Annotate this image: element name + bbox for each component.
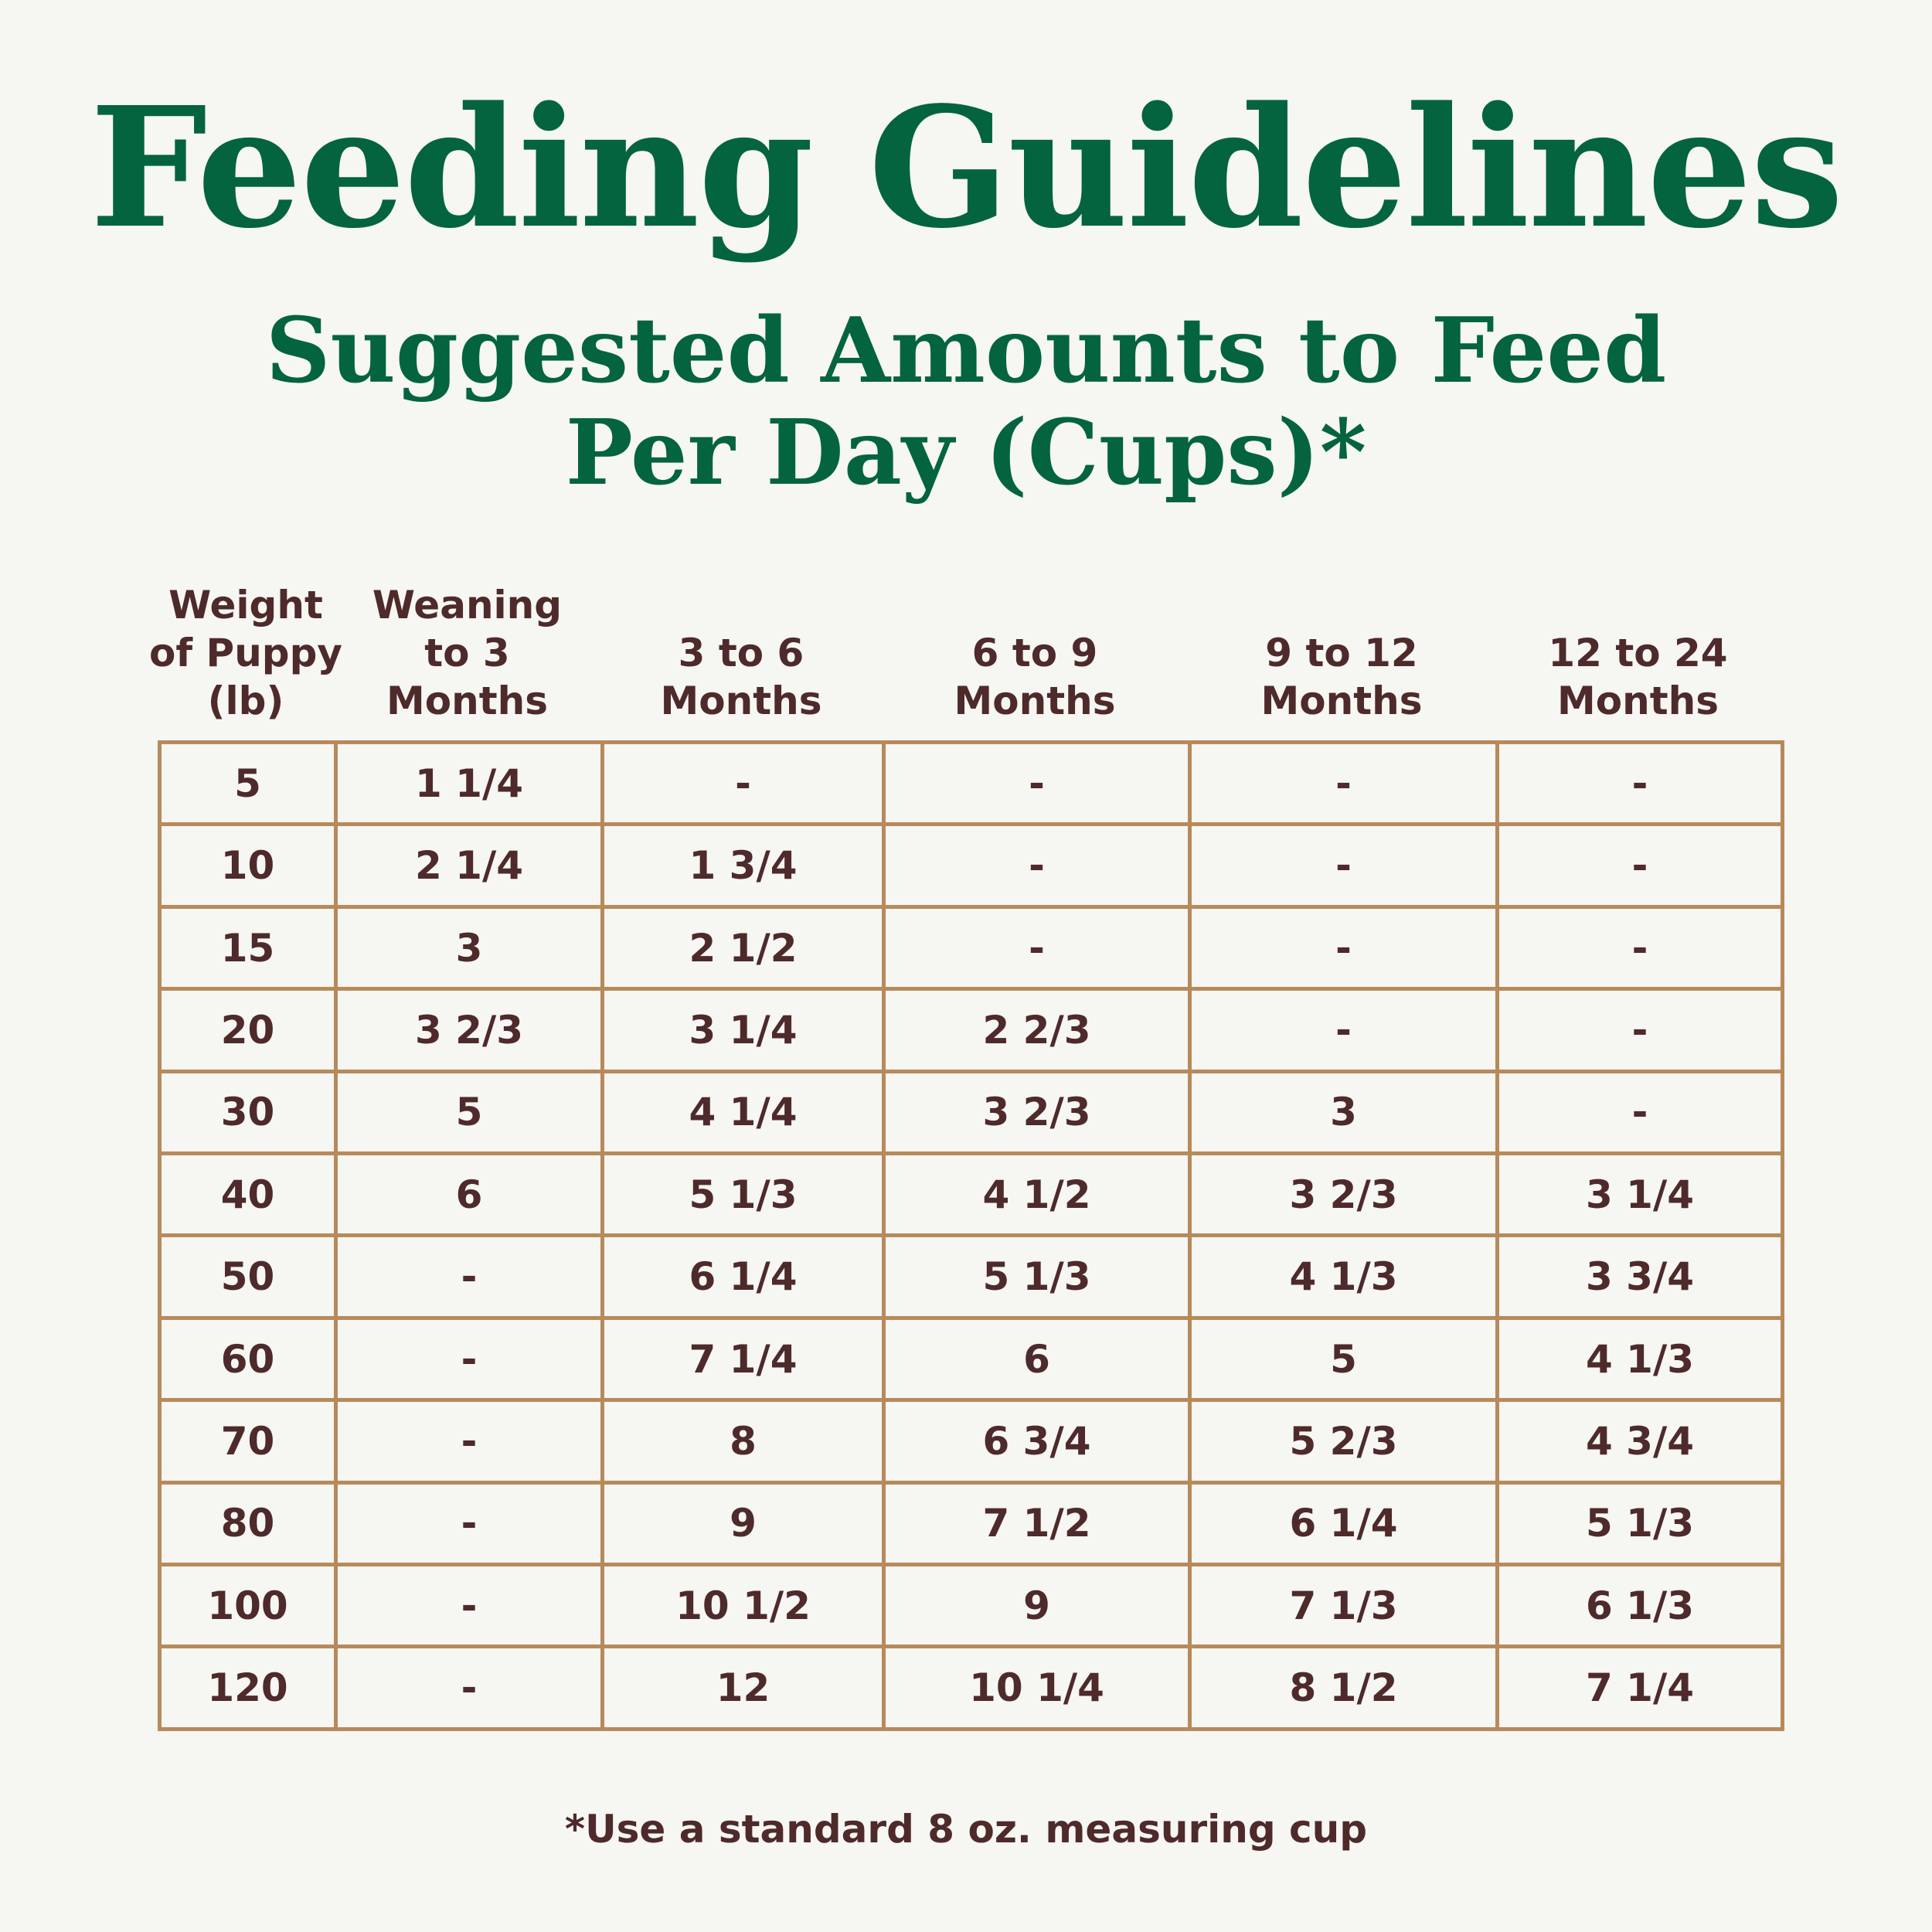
cell-3-to-6-months: 7 1/4	[600, 1315, 886, 1403]
table-row: 80-9 7 1/2 6 1/4 5 1/3	[158, 1480, 1784, 1567]
table-row: 10 2 1/4 1 3/4- - -	[158, 822, 1784, 909]
cell-3-to-6-months: 3 1/4	[600, 987, 886, 1073]
cell-3-to-6-months: -	[600, 740, 886, 827]
cell-weaning-to-3-months: -	[334, 1233, 604, 1320]
cell-9-to-12-months: 3	[1188, 1069, 1499, 1156]
cell-12-to-24-months: 7 1/4	[1495, 1645, 1784, 1731]
header-weight: Weight of Puppy (lb)	[149, 583, 342, 723]
header-9-to-12-months: 9 to 12 Months	[1260, 631, 1423, 723]
cell-12-to-24-months: -	[1495, 1069, 1784, 1156]
cell-6-to-9-months: -	[882, 740, 1192, 827]
cell-12-to-24-months: 3 1/4	[1495, 1151, 1784, 1238]
table-row: 60-7 1/4 6 5 4 1/3	[158, 1315, 1784, 1403]
table-row: 30 5 4 1/4 3 2/3 3-	[158, 1069, 1784, 1156]
cell-3-to-6-months: 10 1/2	[600, 1563, 886, 1649]
cell-6-to-9-months: 7 1/2	[882, 1480, 1192, 1567]
cell-9-to-12-months: 6 1/4	[1188, 1480, 1499, 1567]
header-weaning-to-3-months: Weaning to 3 Months	[372, 583, 563, 723]
cell-6-to-9-months: -	[882, 822, 1192, 909]
cell-weight: 30	[158, 1069, 338, 1156]
cell-12-to-24-months: -	[1495, 822, 1784, 909]
cell-weight: 70	[158, 1398, 338, 1485]
cell-weight: 60	[158, 1315, 338, 1403]
table-row: 20 3 2/3 3 1/4 2 2/3- -	[158, 987, 1784, 1073]
cell-6-to-9-months: 9	[882, 1563, 1192, 1649]
page-title: Feeding Guidelines	[90, 71, 1843, 265]
subtitle-line-2: Per Day (Cups)*	[565, 400, 1367, 505]
cell-3-to-6-months: 4 1/4	[600, 1069, 886, 1156]
cell-3-to-6-months: 5 1/3	[600, 1151, 886, 1238]
cell-6-to-9-months: 2 2/3	[882, 987, 1192, 1073]
cell-weight: 100	[158, 1563, 338, 1649]
table-row: 120-12 10 1/4 8 1/2 7 1/4	[158, 1645, 1784, 1731]
cell-weaning-to-3-months: -	[334, 1315, 604, 1403]
cell-weaning-to-3-months: 5	[334, 1069, 604, 1156]
cell-weight: 10	[158, 822, 338, 909]
cell-weaning-to-3-months: 6	[334, 1151, 604, 1238]
cell-9-to-12-months: -	[1188, 822, 1499, 909]
cell-weight: 120	[158, 1645, 338, 1731]
footnote: *Use a standard 8 oz. measuring cup	[564, 1807, 1368, 1852]
cell-weight: 40	[158, 1151, 338, 1238]
cell-9-to-12-months: 7 1/3	[1188, 1563, 1499, 1649]
cell-weight: 15	[158, 904, 338, 992]
cell-12-to-24-months: 4 1/3	[1495, 1315, 1784, 1403]
cell-weaning-to-3-months: 3 2/3	[334, 987, 604, 1073]
cell-weaning-to-3-months: -	[334, 1563, 604, 1649]
cell-12-to-24-months: 3 3/4	[1495, 1233, 1784, 1320]
table-row: 15 3 2 1/2- - -	[158, 904, 1784, 992]
cell-9-to-12-months: -	[1188, 904, 1499, 992]
cell-9-to-12-months: 4 1/3	[1188, 1233, 1499, 1320]
cell-weaning-to-3-months: -	[334, 1645, 604, 1731]
cell-weaning-to-3-months: 1 1/4	[334, 740, 604, 827]
cell-9-to-12-months: 5 2/3	[1188, 1398, 1499, 1485]
cell-3-to-6-months: 2 1/2	[600, 904, 886, 992]
cell-9-to-12-months: 8 1/2	[1188, 1645, 1499, 1731]
cell-9-to-12-months: 3 2/3	[1188, 1151, 1499, 1238]
cell-12-to-24-months: 4 3/4	[1495, 1398, 1784, 1485]
header-6-to-9-months: 6 to 9 Months	[954, 631, 1116, 723]
cell-12-to-24-months: 5 1/3	[1495, 1480, 1784, 1567]
table-row: 70-8 6 3/4 5 2/3 4 3/4	[158, 1398, 1784, 1485]
cell-6-to-9-months: 6	[882, 1315, 1192, 1403]
cell-6-to-9-months: -	[882, 904, 1192, 992]
cell-weight: 5	[158, 740, 338, 827]
cell-3-to-6-months: 12	[600, 1645, 886, 1731]
cell-6-to-9-months: 3 2/3	[882, 1069, 1192, 1156]
cell-weaning-to-3-months: -	[334, 1480, 604, 1567]
cell-9-to-12-months: -	[1188, 987, 1499, 1073]
header-12-to-24-months: 12 to 24 Months	[1548, 631, 1728, 723]
header-3-to-6-months: 3 to 6 Months	[660, 631, 822, 723]
cell-6-to-9-months: 4 1/2	[882, 1151, 1192, 1238]
cell-3-to-6-months: 1 3/4	[600, 822, 886, 909]
cell-weaning-to-3-months: 3	[334, 904, 604, 992]
cell-weight: 50	[158, 1233, 338, 1320]
table-header-row: Weight of Puppy (lb) Weaning to 3 Months 3…	[149, 570, 1781, 725]
cell-6-to-9-months: 5 1/3	[882, 1233, 1192, 1320]
cell-12-to-24-months: -	[1495, 904, 1784, 992]
cell-weaning-to-3-months: -	[334, 1398, 604, 1485]
table-row: 40 6 5 1/3 4 1/2 3 2/3 3 1/4	[158, 1151, 1784, 1238]
cell-12-to-24-months: -	[1495, 740, 1784, 827]
cell-3-to-6-months: 6 1/4	[600, 1233, 886, 1320]
cell-12-to-24-months: -	[1495, 987, 1784, 1073]
cell-9-to-12-months: 5	[1188, 1315, 1499, 1403]
cell-3-to-6-months: 8	[600, 1398, 886, 1485]
cell-weight: 20	[158, 987, 338, 1073]
cell-6-to-9-months: 6 3/4	[882, 1398, 1192, 1485]
cell-3-to-6-months: 9	[600, 1480, 886, 1567]
table-row: 50-6 1/4 5 1/3 4 1/3 3 3/4	[158, 1233, 1784, 1320]
subtitle-line-1: Suggested Amounts to Feed	[265, 298, 1667, 403]
cell-12-to-24-months: 6 1/3	[1495, 1563, 1784, 1649]
cell-6-to-9-months: 10 1/4	[882, 1645, 1192, 1731]
cell-weaning-to-3-months: 2 1/4	[334, 822, 604, 909]
cell-weight: 80	[158, 1480, 338, 1567]
table-row: 100-10 1/2 9 7 1/3 6 1/3	[158, 1563, 1784, 1649]
cell-9-to-12-months: -	[1188, 740, 1499, 827]
page-subtitle: Suggested Amounts to Feed Per Day (Cups)…	[0, 300, 1932, 504]
